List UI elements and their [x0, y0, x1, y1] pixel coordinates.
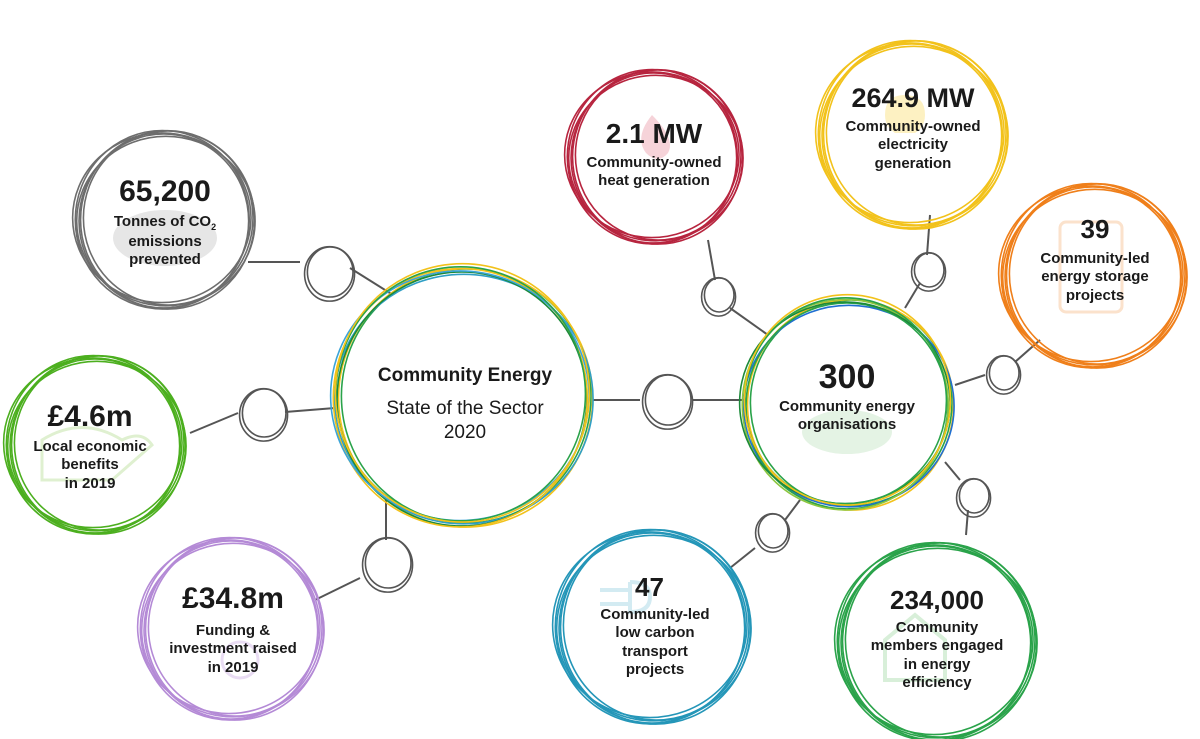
hub-ring — [329, 262, 594, 528]
stat-transport-line4: projects — [625, 660, 685, 678]
orgs-value: 300 — [818, 358, 876, 396]
ring-co2 — [71, 129, 256, 310]
ring-funding — [136, 536, 325, 721]
stat-transport-line2: low carbon — [615, 624, 695, 642]
stat-transport: 47 Community-led low carbon transport pr… — [575, 574, 735, 679]
ring-efficiency — [833, 541, 1038, 739]
stat-efficiency-value: 234,000 — [890, 585, 984, 615]
connector-transport-orgs — [784, 499, 801, 521]
cloud-icon — [113, 210, 217, 266]
stat-econ: £4.6m Local economic benefits in 2019 — [10, 402, 170, 493]
stat-econ-line1: Local economic — [33, 438, 147, 455]
connector-funding — [314, 577, 361, 601]
stat-funding-value: £34.8m — [182, 582, 284, 615]
stat-efficiency: 234,000 Community members engaged in ene… — [857, 587, 1017, 692]
stat-heat-line1: Community-owned — [586, 154, 722, 171]
stat-econ-value: £4.6m — [47, 400, 133, 433]
stat-econ-line2: benefits — [61, 456, 119, 474]
junction-elec — [910, 251, 947, 292]
faint-icons — [40, 95, 1124, 682]
ring-storage — [997, 182, 1188, 369]
stat-elec: 264.9 MW Community-owned electricity gen… — [823, 85, 1003, 173]
stat-transport-line1: Community-led — [600, 606, 710, 623]
stat-elec-line1: Community-owned — [845, 118, 981, 135]
connector-efficiency-orgs — [944, 461, 961, 481]
house-icon — [883, 612, 947, 682]
connector-efficiency — [965, 509, 969, 536]
stat-co2-line2: emissions — [128, 232, 202, 250]
hub-subtitle-line2: 2020 — [443, 421, 487, 443]
junction-econ — [238, 387, 289, 442]
junction-funding — [361, 536, 414, 593]
stat-transport-line3: transport — [622, 642, 688, 660]
orgs-label-line2: organisations — [797, 416, 897, 434]
battery-icon — [1058, 220, 1124, 314]
stat-heat-value: 2.1 MW — [605, 118, 703, 149]
stat-transport-value: 47 — [635, 572, 664, 602]
orgs-label-line1: Community energy — [779, 398, 915, 415]
stat-funding-line3: in 2019 — [207, 658, 259, 676]
stat-funding: £34.8m Funding & investment raised in 20… — [148, 584, 318, 677]
stat-storage-line1: Community-led — [1040, 250, 1150, 267]
hub-subtitle-line1: State of the Sector — [386, 398, 544, 420]
stat-co2: 65,200 Tonnes of CO2 emissions prevented — [85, 177, 245, 270]
stat-co2-value: 65,200 — [119, 175, 211, 208]
junction-co2 — [303, 245, 356, 302]
stat-efficiency-line2: members engaged — [870, 637, 1004, 655]
connector-econ-hub — [284, 407, 336, 413]
stat-efficiency-line4: efficiency — [902, 673, 972, 691]
junction-storage — [985, 354, 1022, 395]
stat-efficiency-line1: Community — [895, 619, 979, 636]
stat-funding-line2: investment raised — [169, 640, 297, 658]
ring-circles — [2, 39, 1188, 739]
stat-elec-value: 264.9 MW — [851, 83, 975, 113]
stat-heat: 2.1 MW Community-owned heat generation — [574, 120, 734, 191]
orgs-ring — [738, 293, 955, 511]
stat-elec-line3: generation — [874, 154, 952, 172]
stat-storage: 39 Community-led energy storage projects — [1020, 216, 1170, 305]
orgs-label: 300 Community energy organisations — [752, 360, 942, 435]
ring-heat — [563, 68, 744, 245]
hub-label: Community Energy State of the Sector 202… — [355, 364, 575, 445]
stat-storage-line2: energy storage — [1041, 268, 1149, 286]
bulb-icon — [885, 95, 925, 133]
stat-efficiency-line3: in energy — [903, 655, 971, 673]
ring-econ — [2, 354, 187, 535]
stat-funding-line1: Funding & — [195, 622, 271, 639]
hands-icon — [40, 426, 154, 482]
stat-storage-line3: projects — [1065, 286, 1125, 304]
connector-heat-orgs — [729, 307, 769, 336]
connector-econ — [189, 412, 239, 434]
connector-transport — [729, 547, 756, 569]
junction-heat — [700, 276, 737, 317]
stat-co2-line3: prevented — [129, 251, 201, 269]
ring-transport — [551, 528, 752, 725]
stat-heat-line2: heat generation — [598, 172, 710, 190]
connector-heat — [707, 239, 716, 281]
people-icon — [802, 410, 892, 454]
junction-efficiency — [955, 477, 992, 518]
stat-elec-line2: electricity — [877, 136, 949, 154]
ring-elec — [814, 39, 1009, 230]
stat-co2-line1: Tonnes of CO2 — [113, 213, 217, 232]
flame-icon — [641, 115, 670, 159]
connector-storage-orgs — [954, 374, 986, 386]
junction-hub-orgs — [641, 373, 694, 430]
stat-econ-line3: in 2019 — [64, 474, 116, 492]
junction-transport — [754, 512, 791, 553]
hub-title: Community Energy — [377, 365, 553, 386]
coin-icon — [220, 640, 260, 680]
connector-elec — [926, 214, 931, 256]
plug-icon — [600, 580, 653, 615]
stat-storage-value: 39 — [1080, 214, 1110, 244]
